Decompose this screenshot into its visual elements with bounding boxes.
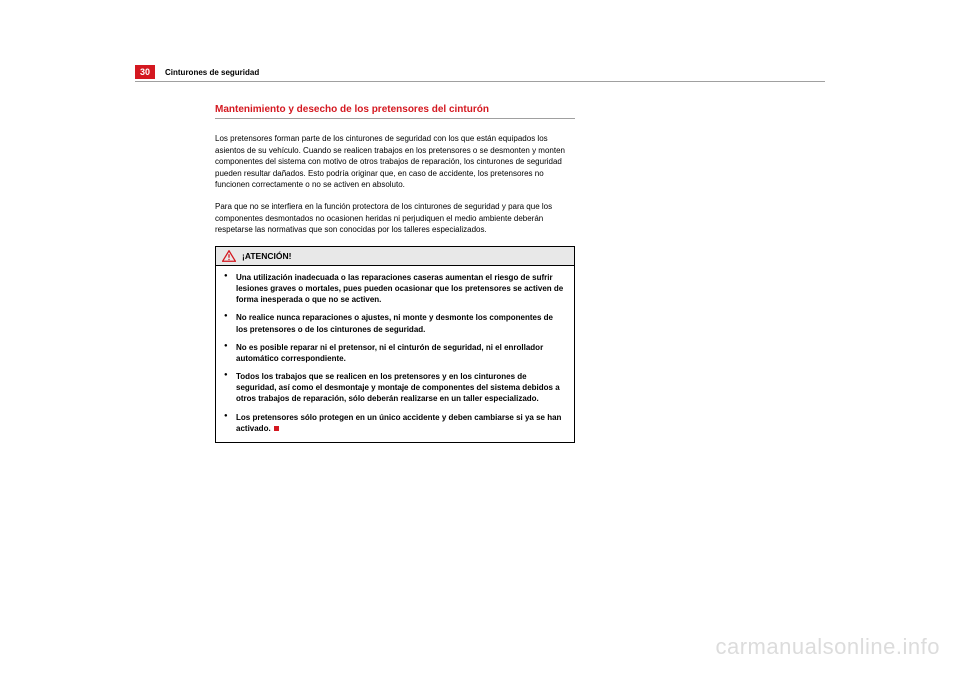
warning-title: ¡ATENCIÓN! bbox=[242, 251, 291, 261]
warning-item: Los pretensores sólo protegen en un únic… bbox=[224, 412, 566, 434]
body-paragraph: Para que no se interfiera en la función … bbox=[215, 201, 575, 236]
body-paragraph: Los pretensores forman parte de los cint… bbox=[215, 133, 575, 191]
warning-body: Una utilización inadecuada o las reparac… bbox=[216, 266, 574, 442]
end-of-section-icon bbox=[274, 426, 279, 431]
page-number-badge: 30 bbox=[135, 65, 155, 79]
section-title: Mantenimiento y desecho de los pretensor… bbox=[215, 104, 575, 119]
warning-item: No realice nunca reparaciones o ajustes,… bbox=[224, 312, 566, 334]
running-title: Cinturones de seguridad bbox=[165, 68, 259, 77]
running-header: 30 Cinturones de seguridad bbox=[135, 65, 825, 82]
content-column: Mantenimiento y desecho de los pretensor… bbox=[215, 104, 575, 443]
warning-box: ¡ATENCIÓN! Una utilización inadecuada o … bbox=[215, 246, 575, 443]
warning-item: Una utilización inadecuada o las reparac… bbox=[224, 272, 566, 306]
warning-triangle-icon bbox=[222, 250, 236, 262]
page-container: 30 Cinturones de seguridad Mantenimiento… bbox=[135, 65, 825, 443]
warning-header: ¡ATENCIÓN! bbox=[216, 247, 574, 266]
watermark-text: carmanualsonline.info bbox=[715, 634, 940, 660]
warning-item-text: Los pretensores sólo protegen en un únic… bbox=[236, 413, 561, 433]
warning-item: No es posible reparar ni el pretensor, n… bbox=[224, 342, 566, 364]
page-number: 30 bbox=[140, 67, 150, 77]
warning-item: Todos los trabajos que se realicen en lo… bbox=[224, 371, 566, 405]
